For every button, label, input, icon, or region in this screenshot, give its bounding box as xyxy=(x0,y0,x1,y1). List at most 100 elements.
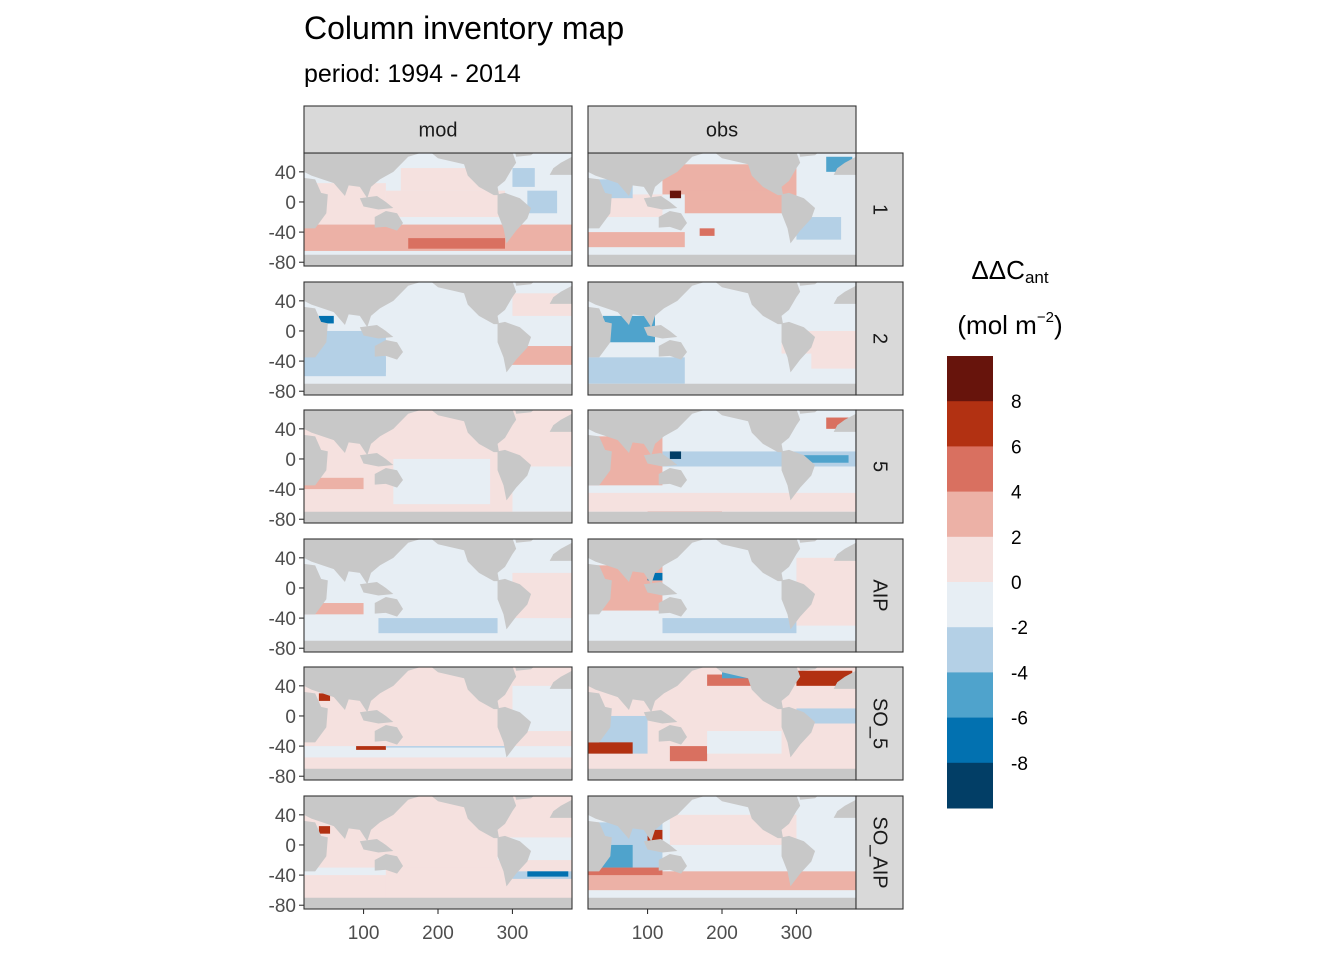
land-mask xyxy=(715,667,801,710)
facet-strip-2 xyxy=(855,281,904,396)
map-panel-obs-so-aip xyxy=(588,796,856,909)
x-tick-label: 100 xyxy=(632,923,664,944)
value-cell xyxy=(385,746,513,748)
value-cell xyxy=(699,228,715,236)
land-mask xyxy=(588,434,612,486)
land-mask xyxy=(497,192,532,244)
land-mask xyxy=(549,285,572,304)
legend-break-label: 0 xyxy=(1011,573,1022,594)
facet-strip-5 xyxy=(855,409,904,524)
value-cell xyxy=(707,731,782,754)
legend-title: ΔΔCant (mol m−2) xyxy=(940,250,1080,340)
x-tick-label: 100 xyxy=(348,923,380,944)
facet-strip-label: mod xyxy=(419,120,458,142)
y-tick-label: -40 xyxy=(269,352,296,373)
value-cell xyxy=(588,742,633,754)
facet-strip-so-5 xyxy=(855,666,904,781)
value-cell xyxy=(796,217,842,240)
land-mask xyxy=(588,691,612,743)
legend-unit-sup: −2 xyxy=(1036,309,1054,326)
land-mask xyxy=(497,578,532,630)
legend-break-label: 6 xyxy=(1011,437,1022,458)
land-mask xyxy=(643,452,678,467)
land-mask xyxy=(359,324,394,339)
value-cell xyxy=(304,477,364,490)
value-cell xyxy=(669,190,682,199)
land-mask xyxy=(304,539,421,585)
y-tick-label: -80 xyxy=(269,382,296,403)
map-panel-mod-1 xyxy=(304,153,572,266)
facet-strip-label: obs xyxy=(706,120,738,142)
land-mask xyxy=(304,667,421,713)
panel-border xyxy=(303,409,573,524)
panel-border xyxy=(303,538,573,653)
land-mask xyxy=(431,410,517,453)
land-mask xyxy=(515,796,534,800)
panel-border xyxy=(303,666,573,781)
land-mask xyxy=(549,413,572,432)
land-mask xyxy=(588,796,705,842)
facet-strip-label: SO_AIP xyxy=(869,816,891,888)
land-mask xyxy=(304,563,328,615)
chart-subtitle: period: 1994 - 2014 xyxy=(304,60,521,88)
land-mask xyxy=(304,410,421,456)
legend-color-step xyxy=(947,762,993,809)
land-mask xyxy=(833,799,856,818)
x-tick-label: 200 xyxy=(422,923,454,944)
value-cell xyxy=(588,621,663,634)
y-tick-label: 0 xyxy=(285,450,296,471)
facet-strip-label: SO_5 xyxy=(869,698,891,749)
land-mask xyxy=(715,410,801,453)
land-mask xyxy=(359,709,394,724)
land-mask xyxy=(515,539,534,543)
legend-color-step xyxy=(947,356,993,402)
land-mask xyxy=(359,581,394,596)
legend-color-step xyxy=(947,446,993,493)
value-cell xyxy=(669,746,708,762)
land-mask xyxy=(588,897,856,909)
value-cell xyxy=(408,238,505,249)
land-mask xyxy=(515,153,534,157)
value-cell xyxy=(512,168,535,187)
land-mask xyxy=(588,563,612,615)
land-mask xyxy=(643,581,678,596)
y-tick-label: -40 xyxy=(269,609,296,630)
value-cell xyxy=(527,190,558,214)
y-tick-label: 0 xyxy=(285,193,296,214)
land-mask xyxy=(304,820,328,872)
value-cell xyxy=(304,357,386,373)
land-mask xyxy=(515,282,534,286)
land-mask xyxy=(304,306,328,358)
value-cell xyxy=(707,674,767,686)
y-tick-label: -80 xyxy=(269,510,296,531)
land-mask xyxy=(549,799,572,818)
legend-break-label: -6 xyxy=(1011,709,1028,730)
land-mask xyxy=(497,706,532,758)
y-tick-label: 0 xyxy=(285,579,296,600)
land-mask xyxy=(588,640,856,652)
land-mask xyxy=(799,410,818,414)
value-cell xyxy=(588,357,685,384)
land-mask xyxy=(304,897,572,909)
land-mask xyxy=(781,706,816,758)
land-mask xyxy=(588,383,856,395)
land-mask xyxy=(359,838,394,853)
y-tick-label: 40 xyxy=(275,292,296,313)
value-cell xyxy=(318,826,331,834)
land-mask xyxy=(658,340,688,360)
y-tick-label: -40 xyxy=(269,737,296,758)
land-mask xyxy=(833,670,856,689)
land-mask xyxy=(799,667,818,671)
land-mask xyxy=(799,539,818,543)
map-panel-mod-aip xyxy=(304,539,572,652)
y-tick-label: -80 xyxy=(269,253,296,274)
map-panel-mod-5 xyxy=(304,410,572,523)
land-mask xyxy=(781,578,816,630)
legend-title-sub: ant xyxy=(1024,268,1049,287)
land-mask xyxy=(833,542,856,561)
legend-title-main: ΔΔC xyxy=(971,255,1025,285)
value-cell xyxy=(385,190,505,218)
land-mask xyxy=(588,410,705,456)
land-mask xyxy=(431,667,517,710)
